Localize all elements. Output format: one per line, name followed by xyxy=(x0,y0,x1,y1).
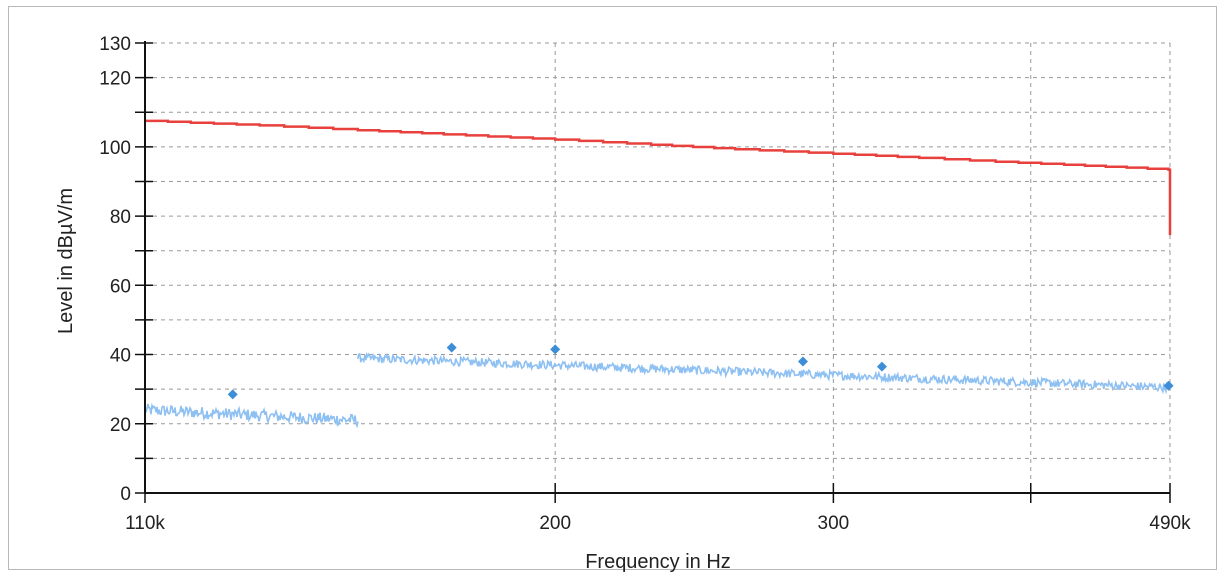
peak-marker xyxy=(876,361,887,372)
peak-marker xyxy=(550,344,561,355)
chart-frame xyxy=(8,6,1217,570)
peak-marker xyxy=(227,389,238,400)
x-tick-label: 110k xyxy=(125,513,165,534)
y-tick-label: 60 xyxy=(110,276,131,297)
x-tick-label: 490k xyxy=(1149,513,1191,534)
x-tick-label: 300 xyxy=(818,513,850,534)
series-layer xyxy=(144,119,1174,429)
y-tick-label: 120 xyxy=(99,69,131,90)
y-axis-title: Level in dBµV/m xyxy=(55,188,77,334)
peak-marker xyxy=(1163,380,1174,391)
peak-marker xyxy=(797,356,808,367)
measurement-trace xyxy=(357,351,1171,395)
limit-line xyxy=(145,119,1172,236)
x-axis-title: Frequency in Hz xyxy=(585,551,731,573)
y-tick-label: 0 xyxy=(120,484,131,505)
peak-marker xyxy=(446,342,457,353)
y-tick-label: 20 xyxy=(110,415,131,436)
grid-lines xyxy=(145,42,1171,493)
y-tick-label: 130 xyxy=(99,34,131,55)
y-tick-label: 80 xyxy=(110,207,131,228)
y-tick-label: 40 xyxy=(110,346,131,367)
y-tick-label: 100 xyxy=(99,138,131,159)
x-tick-label: 200 xyxy=(539,513,571,534)
measurement-trace xyxy=(144,402,359,429)
axes: 0 20 40 60 80 100 120 130 110k 200 300 490k xyxy=(99,34,1191,534)
